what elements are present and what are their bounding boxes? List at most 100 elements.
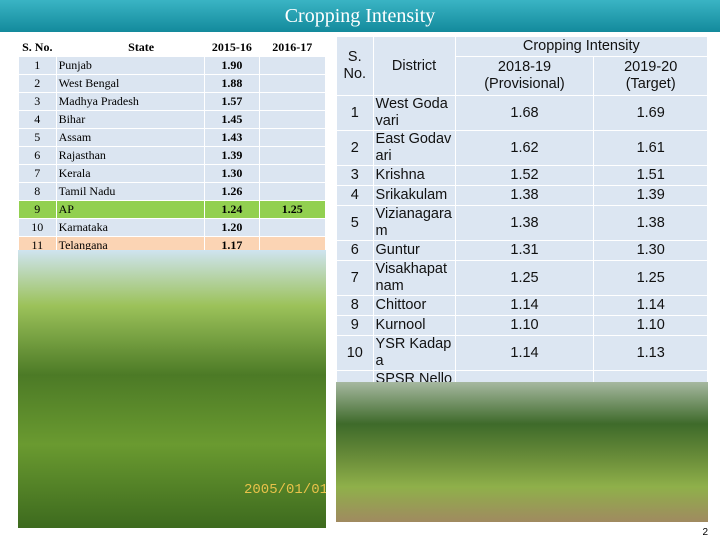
table-cell: 1.10 [454, 315, 595, 336]
table-row: 5 Vizianagaram 1.38 1.38 [336, 205, 708, 241]
table-cell [258, 92, 327, 111]
table-cell: Chittoor [372, 295, 456, 316]
photo-date: 2005/01/01 [244, 482, 326, 498]
table-cell: 1.57 [204, 92, 260, 111]
table-cell: Visakhapatnam [372, 260, 456, 296]
column-header: District [372, 36, 456, 96]
table-row: 6 Rajasthan 1.39 [18, 146, 327, 165]
table-cell: Karnataka [55, 218, 206, 237]
header-row: S. No. District Cropping Intensity [336, 36, 709, 96]
table-cell: 1.30 [593, 240, 708, 261]
table-cell: 1.38 [593, 205, 708, 241]
table-cell: 2 [18, 74, 57, 93]
header-row: 2018-19 (Provisional) 2019-20 (Target) [337, 56, 708, 96]
table-cell: 9 [336, 315, 374, 336]
table-cell: Vizianagaram [372, 205, 456, 241]
field-photo [336, 382, 708, 522]
table-cell: 1.69 [593, 95, 708, 131]
table-row: 2 East Godavari 1.62 1.61 [336, 130, 708, 166]
table-row: 10 YSR Kadapa 1.14 1.13 [336, 335, 708, 371]
table-cell: 1.14 [593, 295, 708, 316]
table-cell [258, 128, 327, 147]
table-cell [258, 74, 327, 93]
table-cell: East Godavari [372, 130, 456, 166]
table-cell: Kurnool [372, 315, 456, 336]
table-cell: 1.51 [593, 165, 708, 186]
table-cell: Bihar [55, 110, 206, 129]
table-cell: 10 [18, 218, 57, 237]
table-cell [258, 146, 327, 165]
table-cell: 1.25 [593, 260, 708, 296]
table-cell: 1.61 [593, 130, 708, 166]
table-cell: Krishna [372, 165, 456, 186]
table-cell: 1.24 [204, 200, 260, 219]
state-table: S. No. State 2015-16 2016-17 1 Punjab 1.90 2 Wes… [18, 38, 327, 255]
column-header: 2016-17 [258, 38, 327, 57]
table-row: 4 Srikakulam 1.38 1.39 [336, 185, 708, 206]
table-row: 7 Visakhapatnam 1.25 1.25 [336, 260, 708, 296]
table-cell: 7 [336, 260, 374, 296]
table-cell: 1.62 [454, 130, 595, 166]
table-cell: 1.25 [454, 260, 595, 296]
table-cell: 4 [18, 110, 57, 129]
table-row: 8 Chittoor 1.14 1.14 [336, 295, 708, 316]
table-cell: 1.31 [454, 240, 595, 261]
group-header: Cropping Intensity [454, 36, 709, 57]
table-cell: West Godavari [372, 95, 456, 131]
table-cell: Srikakulam [372, 185, 456, 206]
table-row: 9 Kurnool 1.10 1.10 [336, 315, 708, 336]
table-cell: 4 [336, 185, 374, 206]
table-cell: 1.20 [204, 218, 260, 237]
title: Cropping Intensity [284, 5, 436, 27]
table-cell: 9 [18, 200, 57, 219]
table-cell: Assam [55, 128, 206, 147]
table-row: 5 Assam 1.43 [18, 128, 327, 147]
column-header: State [55, 38, 206, 57]
table-cell: 8 [18, 182, 57, 201]
table-cell: 5 [18, 128, 57, 147]
table-cell: 6 [18, 146, 57, 165]
table-cell: 1.39 [204, 146, 260, 165]
column-header: S. No. [18, 38, 57, 57]
table-cell: Tamil Nadu [55, 182, 206, 201]
column-header: 2015-16 [204, 38, 260, 57]
table-cell: 5 [336, 205, 374, 241]
table-cell: 1 [18, 56, 57, 75]
table-cell: 3 [18, 92, 57, 111]
table-cell: 1.38 [454, 185, 595, 206]
table-cell [258, 110, 327, 129]
table-cell: Madhya Pradesh [55, 92, 206, 111]
table-cell: YSR Kadapa [372, 335, 456, 371]
table-cell: 1.38 [454, 205, 595, 241]
table-cell: 1.13 [593, 335, 708, 371]
table-row: 1 Punjab 1.90 [18, 56, 327, 75]
title-bar: Cropping Intensity [0, 0, 720, 32]
table-cell: 1.10 [593, 315, 708, 336]
table-cell: 1.26 [204, 182, 260, 201]
table-cell: 1.52 [454, 165, 595, 186]
table-cell: 3 [336, 165, 374, 186]
table-cell: 1.45 [204, 110, 260, 129]
table-row: 4 Bihar 1.45 [18, 110, 327, 129]
table-cell: 1.88 [204, 74, 260, 93]
table-cell: Kerala [55, 164, 206, 183]
table-cell: West Bengal [55, 74, 206, 93]
column-header: S. No. [336, 36, 374, 96]
table-cell: 1.39 [593, 185, 708, 206]
table-cell: 1.14 [454, 335, 595, 371]
table-cell [258, 182, 327, 201]
header-row: S. No. State 2015-16 2016-17 [18, 38, 327, 57]
column-header: 2018-19 (Provisional) [454, 56, 595, 96]
table-cell: Rajasthan [55, 146, 206, 165]
column-header: 2019-20 (Target) [593, 56, 708, 96]
table-cell: 1.90 [204, 56, 260, 75]
table-cell: Guntur [372, 240, 456, 261]
table-row: 6 Guntur 1.31 1.30 [336, 240, 708, 261]
table-cell: AP [55, 200, 206, 219]
page-number: 2 [702, 527, 708, 538]
table-cell [258, 56, 327, 75]
table-row: 10 Karnataka 1.20 [18, 218, 327, 237]
table-cell: Punjab [55, 56, 206, 75]
table-cell: 8 [336, 295, 374, 316]
